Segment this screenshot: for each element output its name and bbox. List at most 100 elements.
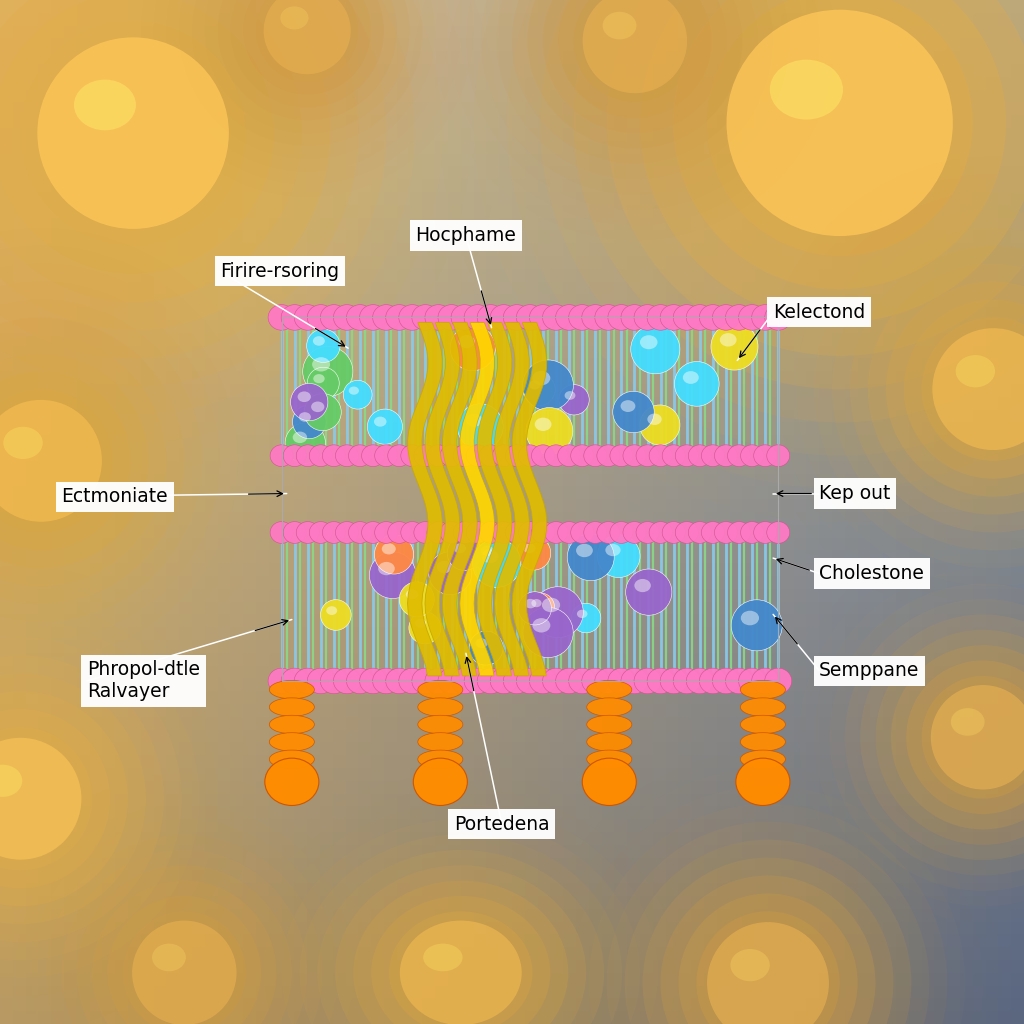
Bar: [230, 575, 244, 589]
Bar: [346, 63, 358, 77]
Bar: [870, 742, 883, 756]
Bar: [883, 384, 896, 396]
Bar: [883, 461, 896, 473]
Bar: [154, 140, 166, 154]
Bar: [947, 358, 961, 372]
Bar: [512, 807, 524, 819]
Bar: [627, 780, 640, 794]
Bar: [640, 90, 653, 102]
Bar: [819, 627, 831, 640]
Bar: [205, 268, 218, 282]
Bar: [807, 116, 819, 128]
Ellipse shape: [715, 521, 737, 544]
Bar: [934, 218, 947, 230]
Bar: [563, 193, 575, 205]
Bar: [870, 563, 883, 575]
Bar: [26, 218, 39, 230]
Bar: [39, 372, 51, 384]
Bar: [141, 218, 154, 230]
Bar: [26, 244, 39, 256]
Bar: [575, 845, 589, 858]
Bar: [333, 193, 346, 205]
Bar: [128, 102, 141, 116]
Bar: [205, 140, 218, 154]
Ellipse shape: [61, 850, 307, 1024]
Bar: [614, 947, 627, 961]
Bar: [551, 268, 563, 282]
Ellipse shape: [726, 305, 753, 330]
Bar: [819, 831, 831, 845]
Bar: [410, 717, 423, 729]
Bar: [973, 512, 985, 524]
Bar: [205, 653, 218, 666]
Bar: [358, 742, 371, 756]
Bar: [205, 128, 218, 140]
Bar: [307, 678, 319, 691]
Bar: [705, 653, 717, 666]
Bar: [883, 77, 896, 90]
Bar: [346, 230, 358, 244]
Bar: [653, 678, 666, 691]
Bar: [12, 346, 26, 358]
Ellipse shape: [699, 668, 726, 694]
Bar: [205, 614, 218, 627]
Bar: [397, 422, 410, 435]
Bar: [358, 449, 371, 461]
Bar: [115, 435, 128, 449]
Bar: [653, 500, 666, 512]
Bar: [922, 922, 934, 934]
Bar: [461, 0, 473, 12]
Bar: [794, 268, 807, 282]
Bar: [729, 179, 742, 193]
Bar: [205, 602, 218, 614]
Bar: [729, 678, 742, 691]
Bar: [473, 691, 486, 705]
Bar: [141, 116, 154, 128]
Bar: [77, 551, 90, 563]
Bar: [141, 653, 154, 666]
Ellipse shape: [414, 521, 437, 544]
Bar: [115, 295, 128, 307]
Bar: [63, 486, 77, 500]
Ellipse shape: [740, 521, 764, 544]
Bar: [435, 883, 449, 896]
Bar: [742, 909, 755, 922]
Bar: [102, 831, 115, 845]
Bar: [307, 934, 319, 947]
Bar: [705, 551, 717, 563]
Bar: [768, 230, 780, 244]
Bar: [51, 973, 63, 985]
Ellipse shape: [663, 521, 685, 544]
Bar: [922, 575, 934, 589]
Bar: [551, 794, 563, 807]
Bar: [217, 973, 230, 985]
Ellipse shape: [504, 668, 530, 694]
Bar: [742, 845, 755, 858]
Bar: [627, 998, 640, 1012]
Bar: [295, 218, 307, 230]
Bar: [319, 614, 333, 627]
Bar: [422, 319, 435, 333]
Bar: [307, 794, 319, 807]
Bar: [422, 512, 435, 524]
Bar: [486, 870, 500, 883]
Bar: [858, 77, 870, 90]
Bar: [307, 998, 319, 1012]
Bar: [26, 575, 39, 589]
Bar: [397, 384, 410, 396]
Bar: [295, 486, 307, 500]
Bar: [166, 780, 179, 794]
Bar: [845, 729, 857, 742]
Bar: [883, 333, 896, 346]
Bar: [729, 333, 742, 346]
Bar: [384, 26, 397, 38]
Bar: [256, 998, 268, 1012]
Bar: [512, 140, 524, 154]
Bar: [115, 575, 128, 589]
Bar: [473, 244, 486, 256]
Bar: [346, 435, 358, 449]
Bar: [0, 500, 12, 512]
Bar: [193, 717, 205, 729]
Bar: [819, 998, 831, 1012]
Ellipse shape: [398, 305, 426, 330]
